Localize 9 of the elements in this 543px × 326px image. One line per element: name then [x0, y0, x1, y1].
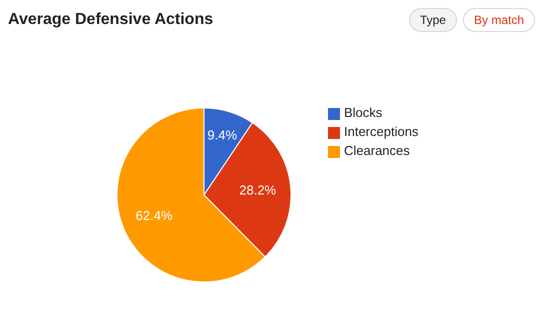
chart-title: Average Defensive Actions [8, 11, 214, 29]
legend-label: Clearances [344, 143, 410, 158]
active-toggle-button: By match [462, 8, 535, 32]
legend-label: Interceptions [344, 124, 418, 139]
data-label: 62.4% [136, 208, 173, 223]
data-label: 28.2% [239, 182, 277, 198]
legend-label: Blocks [344, 105, 382, 120]
toggle-button: Type [408, 8, 457, 32]
data-label: 9.4% [207, 128, 238, 143]
